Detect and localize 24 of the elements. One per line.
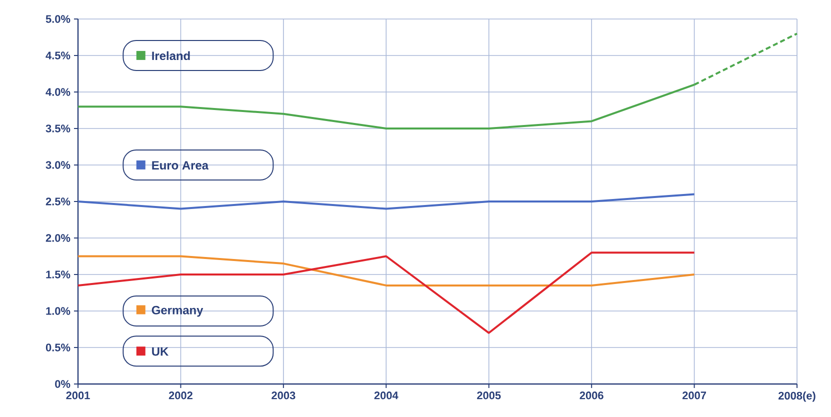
- y-tick-label: 3.0%: [46, 161, 70, 169]
- x-tick-label: 2006: [580, 392, 604, 400]
- x-tick-label: 2004: [374, 392, 398, 400]
- y-tick-label: 4.5%: [46, 52, 70, 60]
- legend-label: Germany: [152, 306, 204, 317]
- y-tick-label: 3.5%: [46, 124, 70, 132]
- y-tick-label: 0%: [55, 380, 70, 388]
- legend-label: Ireland: [152, 51, 190, 60]
- legend-label: UK: [152, 347, 169, 356]
- legend-label: Euro Area: [152, 161, 209, 170]
- x-tick-label: 2008(e): [778, 392, 816, 402]
- y-tick-label: 5.0%: [46, 15, 70, 23]
- y-tick-label: 1.5%: [46, 270, 70, 278]
- x-tick-label: 2005: [477, 392, 501, 400]
- line-series: [77, 252, 696, 334]
- y-tick-label: 1.0%: [46, 307, 70, 315]
- x-tick-label: 2002: [168, 392, 192, 400]
- y-tick-label: 2.5%: [46, 198, 70, 206]
- x-tick-label: 2001: [66, 392, 90, 400]
- y-tick-label: 2.0%: [46, 234, 70, 242]
- x-tick-label: 2003: [272, 392, 296, 400]
- x-tick-label: 2007: [682, 392, 706, 400]
- y-tick-label: 4.0%: [46, 88, 70, 96]
- y-tick-label: 0.5%: [46, 344, 70, 352]
